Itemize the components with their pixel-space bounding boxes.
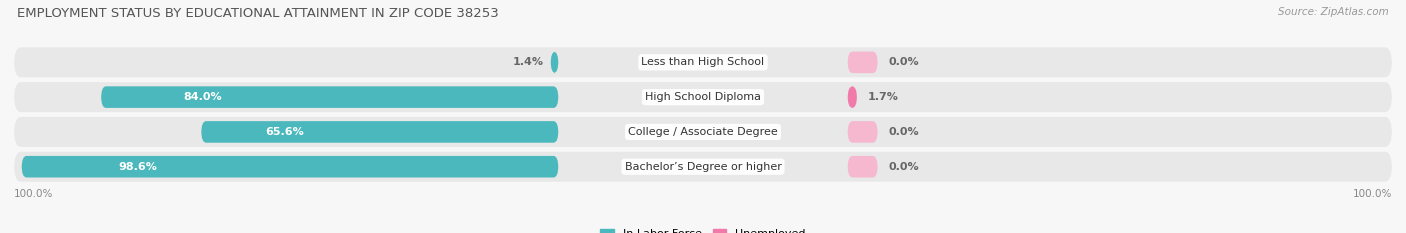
Text: 65.6%: 65.6% — [266, 127, 304, 137]
FancyBboxPatch shape — [848, 51, 877, 73]
Text: High School Diploma: High School Diploma — [645, 92, 761, 102]
Text: 98.6%: 98.6% — [118, 162, 157, 172]
Text: College / Associate Degree: College / Associate Degree — [628, 127, 778, 137]
Text: EMPLOYMENT STATUS BY EDUCATIONAL ATTAINMENT IN ZIP CODE 38253: EMPLOYMENT STATUS BY EDUCATIONAL ATTAINM… — [17, 7, 499, 20]
FancyBboxPatch shape — [201, 121, 558, 143]
Text: 0.0%: 0.0% — [889, 162, 920, 172]
Text: Source: ZipAtlas.com: Source: ZipAtlas.com — [1278, 7, 1389, 17]
FancyBboxPatch shape — [14, 117, 1392, 147]
FancyBboxPatch shape — [14, 82, 1392, 112]
FancyBboxPatch shape — [848, 86, 856, 108]
Text: 100.0%: 100.0% — [14, 189, 53, 199]
Text: 84.0%: 84.0% — [183, 92, 222, 102]
FancyBboxPatch shape — [848, 156, 877, 178]
Legend: In Labor Force, Unemployed: In Labor Force, Unemployed — [596, 225, 810, 233]
Text: 0.0%: 0.0% — [889, 57, 920, 67]
Text: Less than High School: Less than High School — [641, 57, 765, 67]
FancyBboxPatch shape — [21, 156, 558, 178]
FancyBboxPatch shape — [848, 121, 877, 143]
Text: 1.7%: 1.7% — [868, 92, 898, 102]
FancyBboxPatch shape — [551, 51, 558, 73]
FancyBboxPatch shape — [14, 47, 1392, 77]
Text: 100.0%: 100.0% — [1353, 189, 1392, 199]
FancyBboxPatch shape — [14, 152, 1392, 182]
FancyBboxPatch shape — [101, 86, 558, 108]
Text: Bachelor’s Degree or higher: Bachelor’s Degree or higher — [624, 162, 782, 172]
Text: 0.0%: 0.0% — [889, 127, 920, 137]
Text: 1.4%: 1.4% — [513, 57, 544, 67]
